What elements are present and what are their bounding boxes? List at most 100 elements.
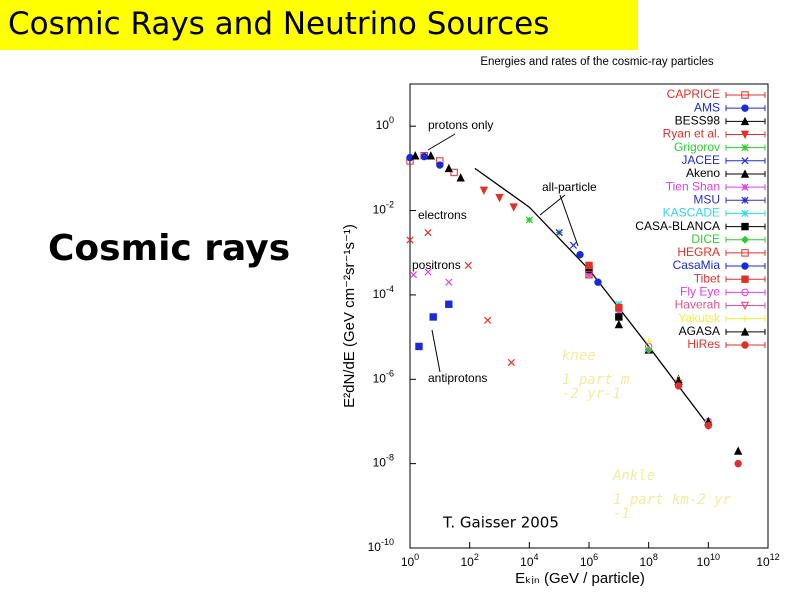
arrow xyxy=(559,194,579,247)
legend-marker xyxy=(741,275,749,283)
legend-label: Yakutsk xyxy=(678,311,721,325)
tick-base: 10 xyxy=(373,456,387,470)
title-bar: Cosmic Rays and Neutrino Sources xyxy=(0,0,638,50)
arrows xyxy=(427,133,579,373)
annotation: protons only xyxy=(428,118,493,132)
legend-label: AGASA xyxy=(679,324,720,338)
point xyxy=(594,278,602,286)
annotation: 1 part km-2 yr xyxy=(613,492,732,508)
legend-marker xyxy=(740,327,750,336)
point xyxy=(585,261,593,270)
legend-marker xyxy=(741,183,749,191)
point xyxy=(585,271,593,279)
legend-label: Tibet xyxy=(694,271,721,285)
tick-exponent: 2 xyxy=(474,552,479,562)
point xyxy=(479,186,489,195)
point xyxy=(415,342,423,351)
tick-label: 10-6 xyxy=(373,369,394,386)
tick-base: 10 xyxy=(373,371,387,385)
point xyxy=(436,161,444,169)
legend-marker xyxy=(740,130,750,140)
tick-base: 10 xyxy=(401,555,415,569)
y-axis-label: E²dN/dE (GeV cm⁻²sr⁻¹s⁻¹) xyxy=(341,224,358,408)
tick-base: 10 xyxy=(580,555,594,569)
tick-base: 10 xyxy=(697,555,711,569)
tick-base: 10 xyxy=(639,555,653,569)
point xyxy=(420,152,428,161)
tick-label: 1012 xyxy=(756,552,779,569)
tick-label: 106 xyxy=(580,552,598,569)
point xyxy=(424,268,432,276)
annotation: electrons xyxy=(418,208,467,222)
credit: T. Gaisser 2005 xyxy=(442,514,559,532)
legend-marker xyxy=(741,315,749,322)
legend-label: Haverah xyxy=(675,298,720,312)
arrow xyxy=(427,133,456,151)
point xyxy=(444,163,453,173)
tick-label: 104 xyxy=(520,552,538,569)
legend-marker xyxy=(741,288,749,297)
tick-exponent: 12 xyxy=(770,552,780,562)
point xyxy=(450,168,458,177)
legend-marker xyxy=(741,209,749,218)
tick-base: 10 xyxy=(373,287,387,301)
tick-exponent: 8 xyxy=(653,552,658,562)
tick-base: 10 xyxy=(460,555,474,569)
legend-label: Fly Eye xyxy=(680,285,720,299)
legend-marker xyxy=(741,104,749,112)
annotation: 1 part m xyxy=(562,372,630,388)
point xyxy=(525,216,533,224)
point xyxy=(734,459,742,468)
legend-label: DICE xyxy=(691,232,720,246)
point xyxy=(495,194,504,203)
tick-label: 1010 xyxy=(697,552,720,569)
tick-exponent: 0 xyxy=(414,552,419,562)
legend-label: CasaMia xyxy=(673,258,721,272)
legend-marker xyxy=(741,91,749,99)
point xyxy=(733,446,743,455)
point xyxy=(645,337,652,345)
legend-marker xyxy=(741,222,749,231)
legend-label: Ryan et al. xyxy=(663,127,720,141)
point xyxy=(704,421,713,430)
legend-label: CASA-BLANCA xyxy=(635,219,720,233)
slide-title: Cosmic Rays and Neutrino Sources xyxy=(8,6,550,42)
annotation: all-particle xyxy=(542,180,597,194)
legend-marker xyxy=(741,262,749,270)
point xyxy=(456,173,465,182)
tick-base: 10 xyxy=(373,203,387,217)
point xyxy=(615,303,623,312)
legend-marker xyxy=(740,235,750,244)
annotation: antiprotons xyxy=(428,371,487,385)
tick-label: 10-10 xyxy=(368,537,394,554)
chart-title: Energies and rates of the cosmic-ray par… xyxy=(480,56,714,68)
point xyxy=(585,271,593,279)
point xyxy=(445,300,453,308)
legend-marker xyxy=(740,301,750,311)
tick-exponent: -4 xyxy=(386,284,394,294)
legend-marker xyxy=(740,116,750,126)
slide-heading: Cosmic rays xyxy=(48,228,291,269)
point xyxy=(615,308,623,316)
legend-label: Grigorov xyxy=(674,140,720,154)
tick-exponent: -2 xyxy=(386,200,394,210)
point xyxy=(614,319,624,329)
legend-marker xyxy=(741,144,749,152)
annotation: knee xyxy=(562,348,596,364)
point xyxy=(507,358,515,367)
annotation: Ankle xyxy=(612,468,655,484)
legend-marker xyxy=(741,157,749,165)
legend-marker xyxy=(741,196,749,204)
tick-base: 10 xyxy=(520,555,534,569)
annotation: -2 yr-1 xyxy=(562,386,621,402)
annotation: -1 xyxy=(613,506,630,522)
legend-label: MSU xyxy=(693,192,720,206)
point xyxy=(484,316,492,324)
point xyxy=(426,151,436,160)
tick-label: 10-2 xyxy=(373,200,394,217)
legend-label: AMS xyxy=(694,100,720,114)
legend-label: Akeno xyxy=(686,166,720,180)
point xyxy=(509,203,518,212)
tick-exponent: -8 xyxy=(386,453,394,463)
